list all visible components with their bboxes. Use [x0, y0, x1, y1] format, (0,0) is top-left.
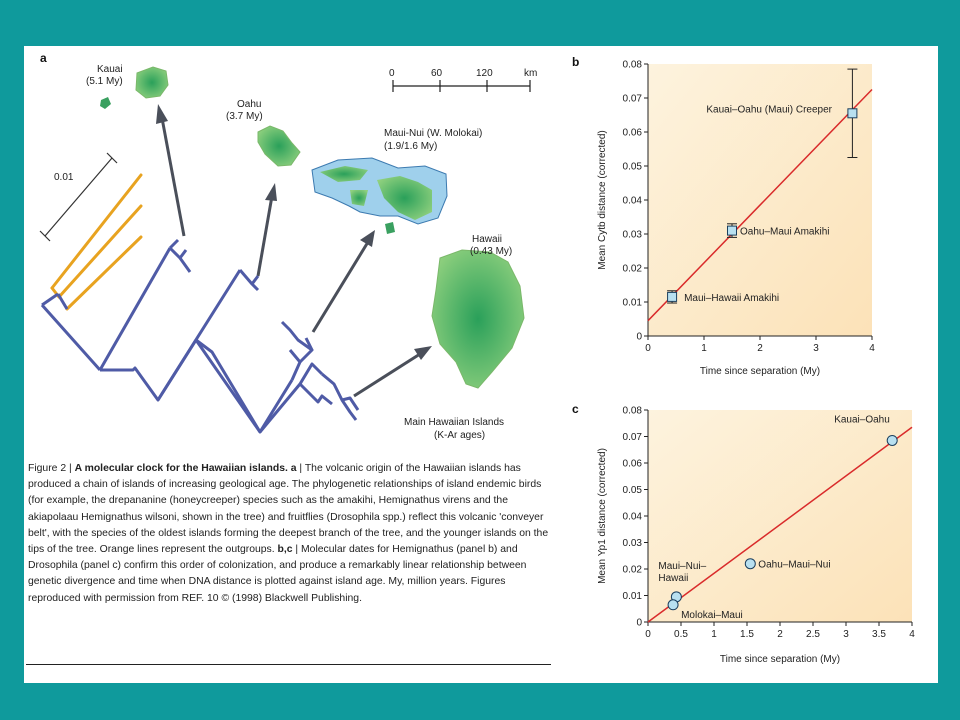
oahu-name: Oahu — [237, 99, 261, 110]
km-tick-0: 0 — [389, 68, 395, 79]
y-tick-label: 0.02 — [623, 264, 643, 275]
plot-area — [648, 64, 872, 336]
km-tick-60: 60 — [431, 68, 443, 79]
point-label: Kauai–Oahu (Maui) Creeper — [706, 104, 832, 115]
caption-fig: Figure 2 | — [28, 463, 75, 474]
x-tick-label: 2.5 — [806, 629, 820, 640]
y-tick-label: 0.04 — [623, 512, 643, 523]
y-axis-label: Mean Yp1 distance (corrected) — [597, 448, 608, 584]
y-tick-label: 0.01 — [623, 591, 643, 602]
point-label: Molokai–Maui — [681, 610, 743, 621]
x-tick-label: 3 — [813, 343, 819, 354]
y-tick-label: 0.02 — [623, 565, 643, 576]
y-tick-label: 0.05 — [623, 485, 643, 496]
data-point — [886, 434, 898, 446]
data-point — [847, 108, 858, 119]
x-axis-label: Time since separation (My) — [700, 366, 820, 377]
maui-name: Maui-Nui (W. Molokai) — [384, 128, 482, 139]
x-tick-label: 1.5 — [740, 629, 754, 640]
panel-label: b — [572, 55, 579, 69]
chart-b: 0 0.01 0.02 0.03 0.04 0.05 0.06 0.07 0.08 0 1 2 3 4 Ti… — [572, 55, 875, 377]
y-tick-label: 0.01 — [623, 298, 643, 309]
y-tick-label: 0.03 — [623, 538, 643, 549]
x-tick-label: 0.5 — [674, 629, 688, 640]
outgroup-branches — [50, 173, 143, 311]
kauai-name: Kauai — [97, 64, 123, 75]
hawaii-name: Hawaii — [472, 234, 502, 245]
plot-area — [648, 410, 912, 622]
y-tick-label: 0.08 — [623, 60, 643, 71]
x-tick-label: 2 — [777, 629, 783, 640]
x-tick-label: 4 — [909, 629, 915, 640]
x-tick-label: 4 — [869, 343, 875, 354]
panel-a: a 0 60 120 km 0.01 Kauai (5.1 My) Oahu (… — [39, 51, 537, 441]
x-tick-label: 0 — [645, 629, 651, 640]
km-tick-120: 120 — [476, 68, 493, 79]
point-label: Hawaii — [658, 573, 688, 584]
y-tick-label: 0 — [636, 332, 642, 343]
y-tick-label: 0.03 — [623, 230, 643, 241]
y-tick-label: 0.07 — [623, 94, 643, 105]
y-tick-label: 0.06 — [623, 128, 643, 139]
point-label: Oahu–Maui–Nui — [758, 560, 830, 571]
x-tick-label: 1 — [701, 343, 707, 354]
x-axis-label: Time since separation (My) — [720, 654, 840, 665]
island-kauai — [100, 66, 169, 109]
caption-body: | The volcanic origin of the Hawaiian is… — [28, 463, 549, 556]
x-tick-label: 0 — [645, 343, 651, 354]
data-point — [727, 225, 737, 236]
x-tick-label: 3 — [843, 629, 849, 640]
oahu-age: (3.7 My) — [226, 111, 263, 122]
y-tick-label: 0.06 — [623, 459, 643, 470]
x-tick-label: 1 — [711, 629, 717, 640]
caption-bc: b,c — [277, 544, 293, 556]
island-hawaii — [431, 249, 525, 389]
point-label: Oahu–Maui Amakihi — [740, 227, 830, 238]
arrows — [156, 104, 432, 398]
island-maui-nui — [311, 157, 448, 234]
tree-scale-bar — [39, 152, 118, 242]
hawaii-age: (0.43 My) — [470, 246, 512, 257]
x-tick-label: 3.5 — [872, 629, 886, 640]
chart-c: 0 0.01 0.02 0.03 0.04 0.05 0.06 0.07 0.08 0 0.5 1 1.… — [572, 402, 915, 665]
point-label: Kauai–Oahu — [834, 414, 890, 425]
data-point — [667, 599, 679, 611]
y-tick-label: 0.05 — [623, 162, 643, 173]
kauai-age: (5.1 My) — [86, 76, 123, 87]
phylogeny-tree — [40, 238, 360, 434]
point-label: Maui–Hawaii Amakihi — [684, 293, 779, 304]
caption-title: A molecular clock for the Hawaiian islan… — [74, 463, 297, 474]
y-axis-label: Mean Cytb distance (corrected) — [597, 130, 608, 270]
caption-body-2: | Molecular dates for Hemignathus (panel… — [28, 544, 527, 604]
fit-line — [647, 426, 913, 623]
tree-scale-label: 0.01 — [54, 172, 74, 183]
fit-line — [647, 88, 873, 322]
km-unit: km — [524, 68, 537, 79]
km-scale-bar — [392, 80, 531, 92]
main-islands-title: Main Hawaiian Islands — [404, 417, 504, 428]
y-tick-label: 0.07 — [623, 432, 643, 443]
x-tick-label: 2 — [757, 343, 763, 354]
figure-caption: Figure 2 | A molecular clock for the Haw… — [28, 461, 550, 607]
y-tick-label: 0.04 — [623, 196, 643, 207]
data-point — [744, 558, 756, 570]
y-tick-label: 0.08 — [623, 406, 643, 417]
panel-a-label: a — [40, 51, 47, 65]
caption-rule — [26, 664, 551, 665]
panel-label: c — [572, 402, 579, 416]
data-point — [667, 291, 678, 302]
point-label: Maui–Nui– — [658, 561, 706, 572]
maui-age: (1.9/1.6 My) — [384, 141, 437, 152]
y-tick-label: 0 — [636, 618, 642, 629]
island-oahu — [257, 125, 301, 167]
main-islands-subtitle: (K-Ar ages) — [434, 430, 485, 441]
